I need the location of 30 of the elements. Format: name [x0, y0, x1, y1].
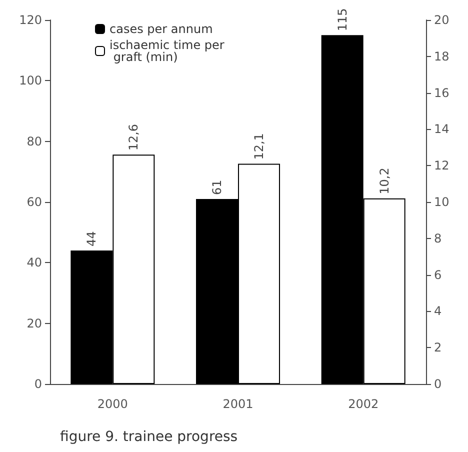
legend-label: cases per annum: [110, 22, 213, 36]
data-label: 44: [84, 231, 99, 247]
caption: figure 9. trainee progress: [60, 429, 238, 445]
y-tick-label: 60: [26, 195, 42, 209]
y-tick-label: 0: [34, 377, 42, 391]
y-tick-label: 40: [26, 256, 42, 270]
data-label: 12,6: [126, 124, 141, 151]
y2-tick-label: 2: [434, 340, 442, 355]
x-tick-label: 2002: [348, 397, 379, 411]
y2-tick-label: 8: [434, 231, 442, 246]
y-tick-label: 120: [19, 13, 42, 27]
data-label: 115: [335, 8, 350, 32]
y2-tick-label: 0: [434, 377, 442, 391]
y-tick-label: 80: [26, 134, 42, 148]
y-tick-label: 20: [26, 316, 42, 330]
legend-label: ischaemic time per graft (min): [110, 38, 224, 64]
y2-tick-label: 20: [434, 13, 450, 27]
x-tick-label: 2001: [222, 397, 254, 411]
data-label: 12,1: [252, 133, 266, 160]
y-tick-label: 100: [19, 74, 42, 88]
y2-tick-label: 18: [434, 49, 450, 64]
y2-tick-label: 6: [434, 268, 442, 282]
y2-tick-label: 10: [434, 195, 450, 209]
x-tick-label: 2000: [97, 397, 128, 411]
y2-tick-label: 12: [434, 158, 450, 173]
data-label: 61: [210, 180, 224, 195]
y2-tick-label: 14: [434, 122, 450, 136]
y2-tick-label: 4: [434, 304, 442, 318]
y2-tick-label: 16: [434, 86, 450, 100]
data-label: 10,2: [377, 168, 392, 194]
